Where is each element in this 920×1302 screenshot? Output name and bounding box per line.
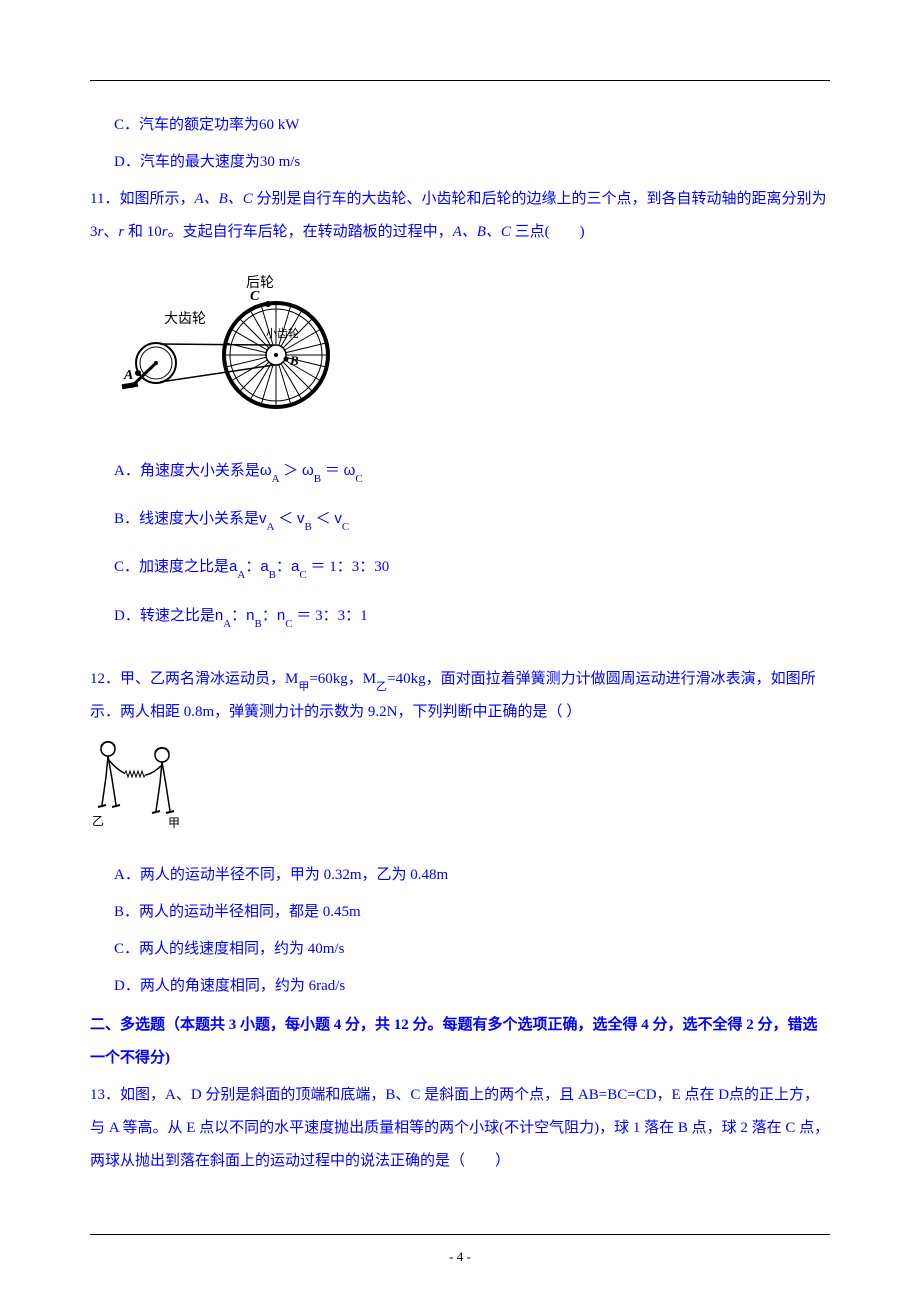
page-number: - 4 -: [0, 1243, 920, 1272]
q11d-subC: C: [285, 618, 292, 630]
q12-stem: 12．甲、乙两名滑冰运动员，M甲=60kg，M乙=40kg，面对面拉着弹簧测力计…: [90, 663, 830, 729]
q11d-n2: n: [246, 607, 254, 624]
q11b-subA: A: [267, 521, 275, 533]
q11c-tail: 1：3：30: [329, 559, 389, 575]
q11-stem: 11．如图所示，A、B、C 分别是自行车的大齿轮、小齿轮和后轮的边缘上的三个点，…: [90, 183, 830, 249]
section-2-header: 二、多选题（本题共 3 小题，每小题 4 分，共 12 分。每题有多个选项正确，…: [90, 1009, 830, 1075]
q11c-pre: C．加速度之比是: [114, 559, 229, 575]
q12-yi: 乙: [376, 681, 387, 693]
top-rule: [90, 80, 830, 81]
q11a-pre: A．角速度大小关系是: [114, 463, 260, 479]
q11-part4: 。支起自行车后轮，在转动踏板的过程中，: [168, 224, 453, 240]
q11d-n3: n: [277, 607, 285, 624]
q11b-lt2: ＜: [312, 511, 335, 527]
fig1-big-gear-label: 大齿轮: [164, 311, 206, 327]
q11d-subB: B: [255, 618, 262, 630]
q11d-c2: ：: [262, 608, 277, 624]
q11b-v3: v: [334, 510, 342, 527]
q11-part3: 和 10: [124, 224, 162, 240]
q11-option-a: A．角速度大小关系是ωA ＞ ωB ＝ ωC: [114, 454, 830, 488]
q11c-c1: ：: [245, 559, 260, 575]
fig1-C: C: [250, 289, 260, 304]
q11-abc1: A、B、C: [194, 191, 256, 207]
q12-option-d: D．两人的角速度相同，约为 6rad/s: [114, 970, 830, 1003]
fig1-B: B: [289, 353, 299, 368]
q12-figure: 乙 甲: [90, 737, 830, 845]
q11d-pre: D．转速之比是: [114, 608, 215, 624]
bottom-rule: [90, 1234, 830, 1235]
q11-option-c: C．加速度之比是aA：aB：aC ＝ 1：3：30: [114, 550, 830, 584]
q12-option-b: B．两人的运动半径相同，都是 0.45m: [114, 896, 830, 929]
q11-part5: 三点( ): [515, 224, 585, 240]
q11a-subB: B: [314, 473, 321, 485]
q11b-pre: B．线速度大小关系是: [114, 511, 259, 527]
q11a-subC: C: [355, 473, 362, 485]
q11a-omega2: ω: [302, 462, 314, 479]
q11a-omega1: ω: [260, 462, 272, 479]
q11c-c2: ：: [276, 559, 291, 575]
q10-option-c: C．汽车的额定功率为60 kW: [114, 109, 830, 142]
q12-option-a: A．两人的运动半径不同，甲为 0.32m，乙为 0.48m: [114, 859, 830, 892]
fig2-jia: 甲: [168, 816, 180, 830]
q13-stem: 13．如图，A、D 分别是斜面的顶端和底端，B、C 是斜面上的两个点，且 AB=…: [90, 1079, 830, 1178]
fig2-yi: 乙: [92, 814, 104, 828]
q11c-eq: ＝: [307, 559, 330, 575]
q11c-subB: B: [269, 569, 276, 581]
q11-part1: 11．如图所示，: [90, 191, 194, 207]
q11b-subC: C: [342, 521, 349, 533]
q12-p1: 12．甲、乙两名滑冰运动员，M: [90, 671, 298, 687]
q11d-tail: 3：3：1: [315, 608, 368, 624]
q11-option-b: B．线速度大小关系是vA ＜ vB ＜ vC: [114, 502, 830, 536]
q11c-subC: C: [299, 569, 306, 581]
q12-p2: =60kg，M: [309, 671, 376, 687]
q11c-a2: a: [260, 558, 268, 575]
q11-abc2: A、B、C: [453, 224, 515, 240]
q11b-lt1: ＜: [274, 511, 297, 527]
svg-text:小齿轮: 小齿轮: [266, 326, 299, 340]
q11a-subA: A: [272, 473, 280, 485]
page-footer: - 4 -: [0, 1234, 920, 1272]
q11a-gt: ＞: [280, 463, 303, 479]
q11d-c1: ：: [231, 608, 246, 624]
q11c-subA: A: [237, 569, 245, 581]
q11-figure: 大齿轮 后轮 A B C 小齿轮: [116, 265, 830, 428]
q11-comma: 、: [103, 224, 118, 240]
q10-option-d: D．汽车的最大速度为30 m/s: [114, 146, 830, 179]
q11a-eq: ＝: [321, 463, 344, 479]
q11d-eq: ＝: [293, 608, 316, 624]
q11-option-d: D．转速之比是nA：nB：nC ＝ 3：3：1: [114, 599, 830, 633]
q11b-v1: v: [259, 510, 267, 527]
q11d-subA: A: [223, 618, 231, 630]
q11d-n1: n: [215, 607, 223, 624]
q11a-omega3: ω: [344, 462, 356, 479]
fig1-A: A: [123, 368, 133, 383]
q12-option-c: C．两人的线速度相同，约为 40m/s: [114, 933, 830, 966]
q12-jia: 甲: [298, 681, 309, 693]
q11b-subB: B: [304, 521, 311, 533]
